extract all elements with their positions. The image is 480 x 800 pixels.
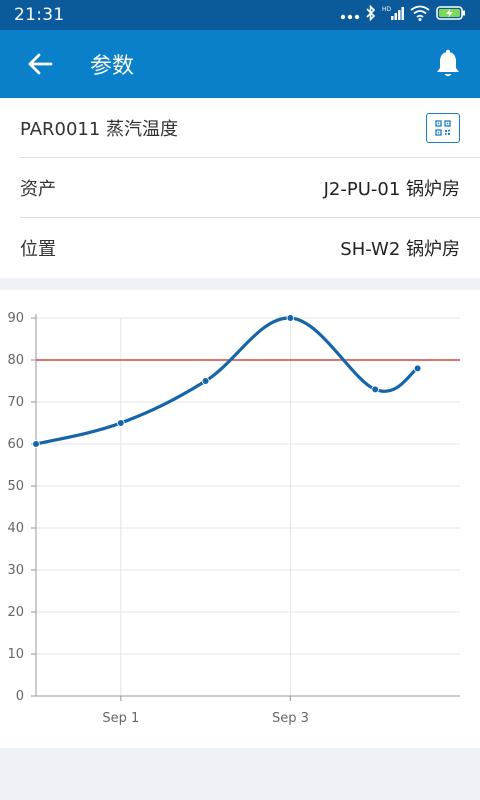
y-tick-label: 90 [7,311,24,326]
parameter-name-row: PAR0011 蒸汽温度 [20,98,480,158]
arrow-left-icon [28,53,53,75]
status-time: 21:31 [14,5,65,25]
data-point [371,385,380,394]
bell-icon [437,49,459,77]
qr-code-icon [435,119,451,136]
asset-value: J2-PU-01 锅炉房 [323,178,460,200]
line-chart: 0 10 20 30 40 50 60 70 80 90 Sep 1 Sep 3 [7,311,460,726]
parameter-name: PAR0011 蒸汽温度 [20,118,179,140]
series-line [34,316,420,446]
location-value: SH-W2 锅炉房 [340,239,460,260]
parameter-info-card: PAR0011 蒸汽温度 资产 J2-PU-01 锅炉房 位置 SH-W2 锅炉… [0,98,480,278]
data-point [201,377,210,385]
y-tick-label: 50 [7,479,24,494]
bluetooth-icon [366,4,376,25]
chart-card: 0 10 20 30 40 50 60 70 80 90 Sep 1 Sep 3 [0,290,480,748]
location-label: 位置 [20,239,56,260]
data-point [32,440,40,448]
back-button[interactable] [20,44,60,84]
y-tick-label: 60 [7,437,24,452]
asset-label: 资产 [20,178,56,200]
signal-icon: HD [382,5,404,25]
wifi-icon [410,5,430,25]
y-tick-label: 0 [16,689,24,704]
data-point [413,364,422,373]
x-tick-label: Sep 3 [272,711,309,726]
y-tick-label: 10 [7,647,24,662]
hd-label: HD [382,6,392,13]
y-tick-label: 20 [7,605,24,620]
data-point [286,314,295,322]
battery-charging-icon [436,5,466,25]
notification-button[interactable] [428,44,468,84]
qr-code-button[interactable] [426,112,460,143]
dots-icon [340,6,360,25]
status-bar: 21:31 HD [0,0,480,30]
y-tick-label: 70 [7,395,24,410]
asset-row[interactable]: 资产 J2-PU-01 锅炉房 [20,158,480,218]
app-bar: 参数 [0,30,480,98]
page-title: 参数 [90,54,135,79]
y-tick-label: 30 [7,563,24,578]
x-tick-label: Sep 1 [102,711,139,726]
location-row[interactable]: 位置 SH-W2 锅炉房 [20,218,480,278]
y-tick-label: 80 [7,353,24,368]
data-point [117,419,125,427]
y-tick-label: 40 [7,521,24,536]
status-icons: HD [340,4,466,25]
